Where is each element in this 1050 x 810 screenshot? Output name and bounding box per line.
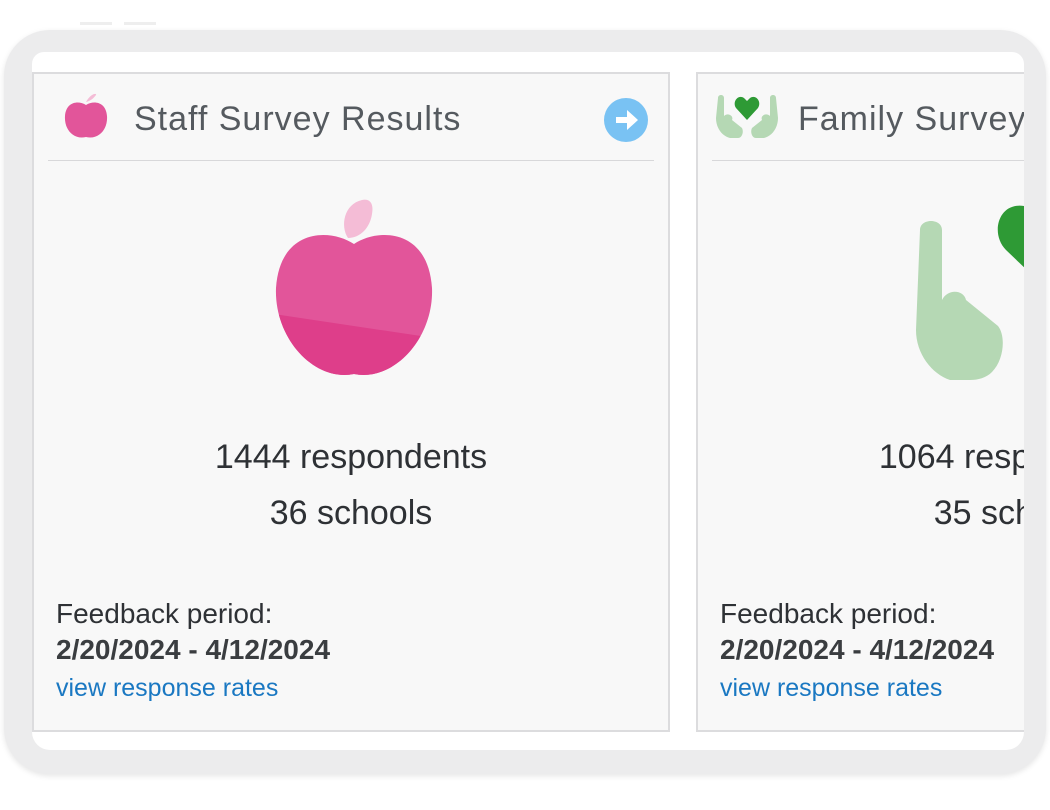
card-title: Family Survey Results xyxy=(798,100,1024,138)
feedback-period-dates: 2/20/2024 - 4/12/2024 xyxy=(56,634,331,665)
feedback-period-label: Feedback period: xyxy=(56,598,273,629)
card-header: Staff Survey Results xyxy=(48,74,654,161)
heart-hands-illustration xyxy=(916,205,1024,380)
school-count: 35 schools xyxy=(933,494,1024,532)
respondent-count: 1064 respondents xyxy=(878,438,1024,476)
card-header: Family Survey Results xyxy=(712,74,1024,161)
feedback-period-dates: 2/20/2024 - 4/12/2024 xyxy=(720,634,995,665)
view-response-rates-link[interactable]: view response rates xyxy=(56,674,279,702)
open-staff-survey-button[interactable] xyxy=(604,98,648,142)
device-screen: Staff Survey Results xyxy=(32,52,1024,750)
apple-illustration xyxy=(275,199,433,375)
card-title: Staff Survey Results xyxy=(134,100,462,138)
window-tab-marks xyxy=(80,22,160,26)
view-response-rates-link[interactable]: view response rates xyxy=(720,674,943,702)
heart-hands-icon xyxy=(716,95,778,138)
respondent-count: 1444 respondents xyxy=(214,438,488,476)
staff-survey-card: Staff Survey Results xyxy=(32,72,670,732)
school-count: 36 schools xyxy=(269,494,433,532)
family-survey-card: Family Survey Results 1064 respondents 3… xyxy=(696,72,1024,732)
arrow-right-icon xyxy=(616,110,638,130)
feedback-period-label: Feedback period: xyxy=(720,598,937,629)
device-frame: Staff Survey Results xyxy=(4,30,1046,774)
apple-icon xyxy=(64,93,108,138)
